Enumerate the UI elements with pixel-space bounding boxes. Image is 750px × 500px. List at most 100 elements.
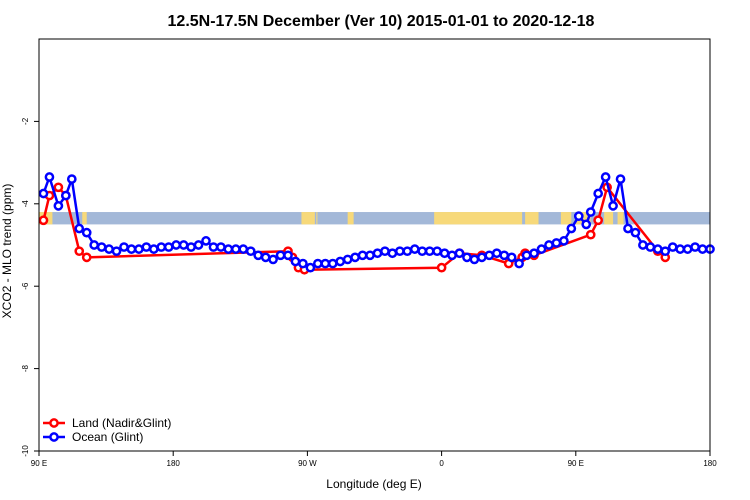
x-tick-label: 90 E	[568, 459, 584, 468]
data-point	[245, 246, 256, 257]
data-point	[216, 242, 226, 252]
data-point	[141, 242, 152, 252]
data-point	[81, 227, 92, 238]
data-point	[283, 250, 293, 261]
data-point	[551, 238, 562, 248]
data-point	[44, 172, 55, 182]
data-point	[566, 223, 577, 234]
data-point	[357, 250, 368, 261]
data-point	[660, 246, 671, 257]
y-tick-label: -10	[21, 445, 30, 457]
data-point	[409, 244, 420, 254]
legend-label: Ocean (Glint)	[72, 430, 143, 444]
data-point	[506, 252, 517, 263]
data-point	[178, 240, 189, 250]
land-band-segment	[525, 212, 539, 225]
data-point	[462, 252, 472, 263]
data-point	[536, 244, 547, 254]
data-point	[268, 254, 278, 265]
data-point	[667, 242, 678, 252]
data-point	[275, 250, 286, 261]
land-band-segment	[434, 212, 523, 225]
data-point	[223, 244, 234, 254]
data-point	[171, 240, 182, 250]
data-point	[186, 242, 196, 252]
data-point	[652, 244, 663, 254]
data-point	[559, 236, 569, 246]
data-point	[387, 248, 398, 259]
x-tick-label: 90 E	[31, 459, 47, 468]
y-axis: -10 -8 -6 -4 -2	[21, 117, 39, 457]
data-point	[74, 246, 85, 257]
data-point	[193, 240, 204, 250]
data-point	[638, 240, 648, 250]
data-point	[690, 242, 700, 252]
x-axis: 90 E 180 90 W 0 90 E 180	[31, 451, 717, 468]
data-point	[298, 258, 308, 269]
legend-item: Ocean (Glint)	[43, 430, 143, 444]
x-axis-label: Longitude (deg E)	[326, 477, 421, 491]
data-point	[439, 248, 450, 259]
series-line	[42, 186, 667, 271]
data-point	[372, 248, 383, 259]
data-point	[608, 201, 618, 211]
data-point	[544, 240, 554, 250]
ocean-band	[39, 212, 710, 225]
series-layer	[38, 172, 715, 275]
data-point	[253, 250, 264, 261]
land-band-segment	[301, 212, 315, 225]
land-ocean-band	[39, 212, 710, 225]
data-point	[230, 244, 241, 254]
y-tick-label: -6	[21, 282, 30, 290]
data-point	[38, 215, 49, 226]
data-point	[499, 250, 510, 261]
data-point	[484, 250, 495, 261]
data-point	[38, 188, 49, 199]
data-point	[585, 207, 596, 217]
data-point	[305, 262, 316, 273]
data-point	[593, 188, 604, 199]
land-band-segment	[619, 212, 624, 225]
data-point	[593, 215, 604, 226]
land-band-segment	[347, 212, 354, 225]
data-point	[417, 246, 428, 257]
legend-marker	[49, 418, 59, 428]
y-axis-label: XCO2 - MLO trend (ppm)	[0, 184, 14, 319]
data-point	[126, 244, 137, 254]
chart-title: 12.5N-17.5N December (Ver 10) 2015-01-01…	[168, 13, 595, 30]
data-point	[514, 258, 524, 269]
y-tick-label: -2	[21, 117, 30, 125]
data-point	[477, 252, 487, 263]
data-point	[365, 250, 375, 261]
x-tick-label: 180	[703, 459, 717, 468]
data-point	[104, 244, 114, 254]
data-point	[380, 246, 390, 257]
data-point	[119, 242, 129, 252]
data-point	[53, 182, 64, 193]
data-point	[630, 227, 641, 238]
data-point	[432, 246, 442, 257]
data-point	[81, 252, 92, 263]
land-band-segment	[316, 212, 318, 225]
data-point	[350, 252, 360, 263]
data-point	[600, 172, 611, 182]
data-point	[675, 244, 686, 254]
data-point	[436, 262, 447, 273]
land-band-segment	[617, 212, 620, 225]
data-point	[156, 242, 167, 252]
data-point	[201, 236, 211, 246]
data-point	[238, 244, 249, 254]
y-tick-label: -4	[21, 200, 30, 208]
legend-label: Land (Nadir&Glint)	[72, 416, 171, 430]
data-point	[53, 201, 64, 211]
x-tick-label: 0	[439, 459, 444, 468]
data-point	[697, 244, 708, 254]
legend: Land (Nadir&Glint)Ocean (Glint)	[43, 416, 171, 444]
y-tick-label: -8	[21, 364, 30, 372]
data-point	[74, 223, 85, 234]
series-ocean	[38, 172, 715, 273]
data-point	[454, 248, 465, 259]
data-point	[623, 223, 633, 234]
data-point	[529, 248, 539, 259]
